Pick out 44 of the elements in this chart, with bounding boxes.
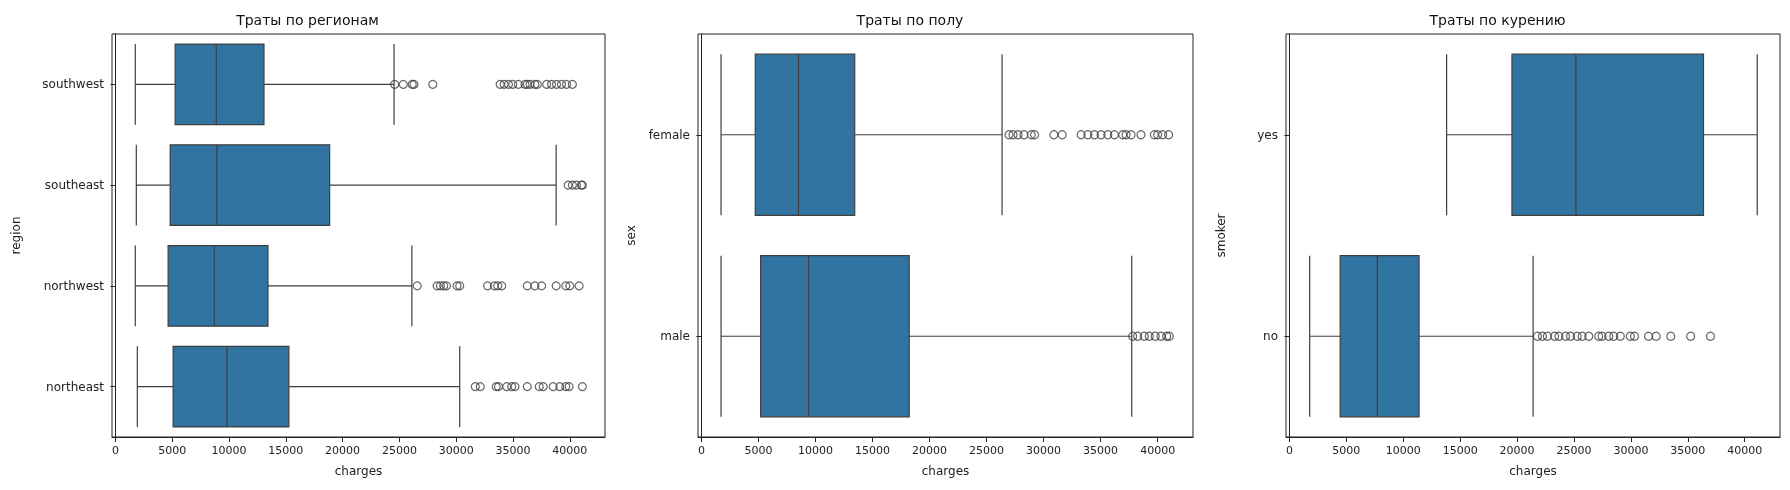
- x-axis-title: charges: [1509, 464, 1557, 478]
- y-tick-label: yes: [1257, 127, 1278, 142]
- y-axis-title: sex: [624, 225, 638, 246]
- x-tick-label: 35000: [1670, 444, 1706, 457]
- y-tick-label: southwest: [42, 77, 105, 92]
- x-tick-label: 25000: [381, 444, 417, 457]
- x-tick-label: 40000: [552, 444, 588, 457]
- chart-title: Траты по регионам: [235, 12, 379, 28]
- x-tick-label: 20000: [325, 444, 361, 457]
- x-tick-label: 20000: [1499, 444, 1535, 457]
- x-tick-label: 10000: [1385, 444, 1421, 457]
- chart-title: Траты по курению: [1428, 12, 1566, 28]
- x-tick-label: 0: [697, 444, 705, 457]
- y-tick-label: northeast: [46, 379, 105, 394]
- x-tick-label: 40000: [1140, 444, 1176, 457]
- x-axis-title: charges: [334, 464, 383, 478]
- x-tick-label: 10000: [797, 444, 833, 457]
- x-tick-label: 15000: [268, 444, 304, 457]
- x-tick-label: 25000: [969, 444, 1005, 457]
- y-tick-label: northwest: [43, 278, 105, 293]
- x-axis-title: charges: [921, 464, 970, 478]
- x-tick-label: 40000: [1727, 444, 1763, 457]
- x-tick-label: 35000: [495, 444, 531, 457]
- x-tick-label: 20000: [912, 444, 948, 457]
- x-tick-label: 5000: [1332, 444, 1361, 457]
- chart-title: Траты по полу: [855, 12, 964, 28]
- x-tick-label: 5000: [158, 444, 187, 457]
- x-tick-label: 5000: [744, 444, 773, 457]
- x-tick-label: 30000: [1026, 444, 1062, 457]
- x-tick-label: 35000: [1083, 444, 1119, 457]
- x-tick-label: 25000: [1556, 444, 1592, 457]
- x-tick-label: 30000: [1613, 444, 1649, 457]
- y-tick-label: male: [660, 329, 690, 344]
- x-tick-label: 30000: [438, 444, 474, 457]
- x-tick-label: 15000: [855, 444, 890, 457]
- x-tick-label: 10000: [211, 444, 247, 457]
- y-axis-title: smoker: [1214, 213, 1228, 258]
- x-tick-label: 0: [111, 444, 119, 457]
- y-axis-title: region: [9, 216, 23, 255]
- y-tick-label: no: [1263, 329, 1278, 344]
- x-tick-label: 0: [1285, 444, 1293, 457]
- y-tick-label: female: [648, 127, 690, 142]
- x-tick-label: 15000: [1442, 444, 1478, 457]
- y-tick-label: southeast: [44, 178, 105, 193]
